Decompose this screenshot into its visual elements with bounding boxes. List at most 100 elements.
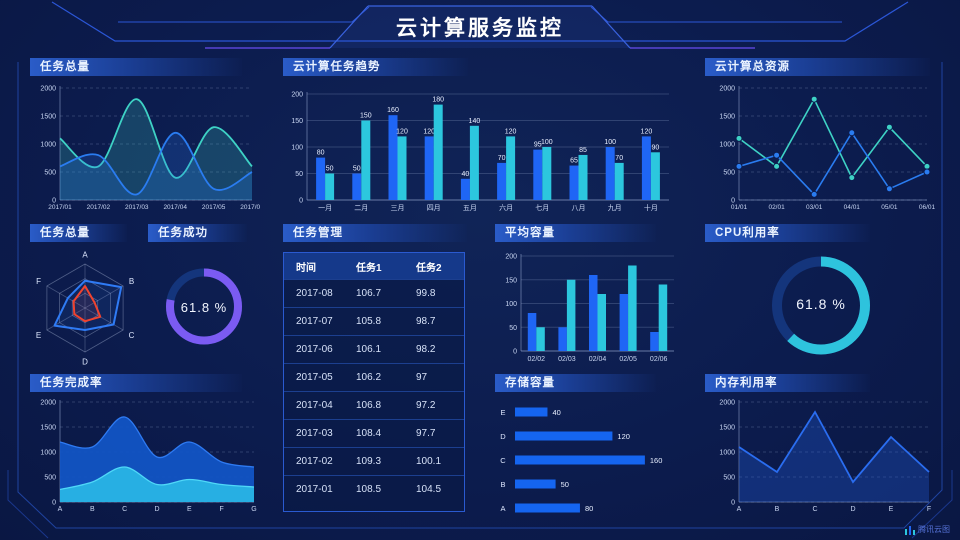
svg-text:90: 90 bbox=[652, 144, 660, 151]
svg-text:E: E bbox=[36, 331, 41, 340]
svg-text:0: 0 bbox=[731, 500, 735, 507]
svg-text:95: 95 bbox=[534, 142, 542, 149]
table-row: 2017-05 106.2 97 bbox=[284, 363, 464, 391]
svg-text:2000: 2000 bbox=[40, 400, 56, 407]
panel-title-cloud-total-resource: 云计算总资源 bbox=[705, 58, 931, 76]
svg-text:06/01: 06/01 bbox=[919, 204, 936, 211]
page-title: 云计算服务监控 bbox=[396, 17, 564, 40]
svg-text:E: E bbox=[889, 506, 894, 513]
svg-text:2000: 2000 bbox=[719, 400, 735, 407]
svg-text:B: B bbox=[90, 506, 95, 513]
svg-text:八月: 八月 bbox=[572, 204, 586, 212]
svg-text:160: 160 bbox=[387, 107, 399, 114]
svg-text:2017/01: 2017/01 bbox=[48, 204, 72, 211]
svg-text:1000: 1000 bbox=[719, 142, 735, 149]
panel-task-total-radar: 任务总量 A B C D E F bbox=[30, 224, 140, 369]
svg-text:180: 180 bbox=[432, 97, 444, 104]
brand-logo: 腾讯云图 bbox=[905, 524, 950, 535]
svg-text:02/02: 02/02 bbox=[528, 356, 546, 363]
svg-text:150: 150 bbox=[505, 277, 517, 284]
svg-text:120: 120 bbox=[505, 128, 517, 135]
svg-text:1500: 1500 bbox=[719, 425, 735, 432]
svg-text:02/01: 02/01 bbox=[768, 204, 785, 211]
svg-text:02/04: 02/04 bbox=[589, 356, 607, 363]
panel-task-manage: 任务管理 时间 任务1 任务2 2017-08 106.7 99.8 2017-07 105.… bbox=[283, 224, 467, 516]
svg-text:G: G bbox=[251, 506, 256, 513]
svg-text:D: D bbox=[82, 358, 88, 367]
svg-text:200: 200 bbox=[505, 254, 517, 261]
svg-text:五月: 五月 bbox=[463, 204, 477, 212]
svg-text:B: B bbox=[500, 480, 505, 489]
svg-text:2017/06: 2017/06 bbox=[240, 204, 260, 211]
svg-text:1500: 1500 bbox=[40, 114, 56, 121]
panel-task-total: 任务总量 0 500 1000 1500 2000 2017/01 2017/02 2017/… bbox=[30, 58, 260, 216]
panel-cloud-task-trend: 云计算任务趋势 0 50 100 150 200 一月 80 50 二月 50 150 三月 160 12… bbox=[283, 58, 677, 216]
svg-text:120: 120 bbox=[423, 128, 435, 135]
svg-text:1500: 1500 bbox=[719, 114, 735, 121]
task-success-gauge-value: 61.8 % bbox=[181, 300, 227, 315]
table-row: 2017-03 108.4 97.7 bbox=[284, 419, 464, 447]
svg-text:50: 50 bbox=[353, 166, 361, 173]
svg-text:F: F bbox=[220, 506, 224, 513]
panel-title-task-total-radar: 任务总量 bbox=[30, 224, 127, 242]
cpu-gauge-value: 61.8 % bbox=[796, 296, 846, 312]
table-row: 2017-08 106.7 99.8 bbox=[284, 279, 464, 307]
panel-task-success: 任务成功 61.8 % bbox=[148, 224, 260, 369]
svg-text:80: 80 bbox=[317, 150, 325, 157]
svg-text:70: 70 bbox=[615, 155, 623, 162]
svg-text:160: 160 bbox=[650, 456, 663, 465]
table-row: 2017-07 105.8 98.7 bbox=[284, 307, 464, 335]
svg-text:02/06: 02/06 bbox=[650, 356, 668, 363]
svg-text:1000: 1000 bbox=[719, 450, 735, 457]
panel-title-storage-capacity: 存储容量 bbox=[495, 374, 656, 392]
svg-text:2000: 2000 bbox=[40, 86, 56, 93]
svg-text:2017/05: 2017/05 bbox=[202, 204, 226, 211]
svg-text:C: C bbox=[812, 506, 817, 513]
svg-text:100: 100 bbox=[505, 301, 517, 308]
svg-text:02/03: 02/03 bbox=[558, 356, 576, 363]
table-row: 2017-01 108.5 104.5 bbox=[284, 475, 464, 503]
svg-text:0: 0 bbox=[52, 198, 56, 205]
svg-text:A: A bbox=[82, 250, 88, 259]
svg-text:十月: 十月 bbox=[644, 203, 658, 212]
cloud-total-resource-line-chart: 0 500 1000 1500 2000 01/01 02/01 03/01 04/01 05/0… bbox=[719, 86, 936, 212]
panel-title-avg-capacity: 平均容量 bbox=[495, 224, 656, 242]
svg-text:100: 100 bbox=[291, 145, 303, 152]
svg-text:500: 500 bbox=[44, 475, 56, 482]
cloud-task-trend-bar-chart: 0 50 100 150 200 一月 80 50 二月 50 150 三月 160 120 四月 120 18… bbox=[291, 92, 669, 212]
brand-bars-icon bbox=[905, 525, 915, 535]
task-total-radar-chart: A B C D E F bbox=[36, 250, 135, 367]
svg-text:D: D bbox=[500, 432, 506, 441]
task-success-gauge: 61.8 % bbox=[166, 268, 242, 345]
svg-text:50: 50 bbox=[561, 480, 569, 489]
table-row: 2017-06 106.1 98.2 bbox=[284, 335, 464, 363]
task-manage-table: 时间 任务1 任务2 2017-08 106.7 99.8 2017-07 105.8 98.7… bbox=[283, 252, 465, 512]
svg-text:C: C bbox=[122, 506, 127, 513]
svg-text:65: 65 bbox=[570, 158, 578, 165]
svg-text:F: F bbox=[927, 506, 931, 513]
table-row: 2017-02 109.3 100.1 bbox=[284, 447, 464, 475]
task-completion-area-chart: 0 500 1000 1500 2000 A B C D E F G bbox=[40, 400, 256, 514]
svg-text:二月: 二月 bbox=[354, 204, 368, 212]
svg-text:150: 150 bbox=[291, 118, 303, 125]
cpu-usage-gauge: 61.8 % bbox=[772, 256, 870, 355]
svg-text:100: 100 bbox=[541, 139, 553, 146]
panel-avg-capacity: 平均容量 0 50 100 150 200 02/02 02/03 02/04 02/05 02/… bbox=[495, 224, 680, 367]
svg-text:A: A bbox=[58, 506, 63, 513]
svg-text:四月: 四月 bbox=[427, 204, 441, 212]
svg-text:0: 0 bbox=[731, 198, 735, 205]
svg-text:一月: 一月 bbox=[318, 204, 332, 212]
svg-text:2017/02: 2017/02 bbox=[87, 204, 111, 211]
svg-text:80: 80 bbox=[585, 504, 593, 513]
svg-text:B: B bbox=[129, 277, 134, 286]
svg-text:0: 0 bbox=[52, 500, 56, 507]
svg-text:40: 40 bbox=[462, 171, 470, 178]
svg-text:500: 500 bbox=[44, 170, 56, 177]
table-row: 2017-04 106.8 97.2 bbox=[284, 391, 464, 419]
storage-capacity-hbar-chart: E 40 D 120 C 160 B 50 A 80 bbox=[500, 407, 663, 513]
svg-text:D: D bbox=[850, 506, 855, 513]
svg-text:C: C bbox=[129, 331, 135, 340]
svg-text:1000: 1000 bbox=[40, 450, 56, 457]
panel-cloud-total-resource: 云计算总资源 0 500 1000 1500 2000 01/01 02/01 03/01 04… bbox=[705, 58, 937, 216]
